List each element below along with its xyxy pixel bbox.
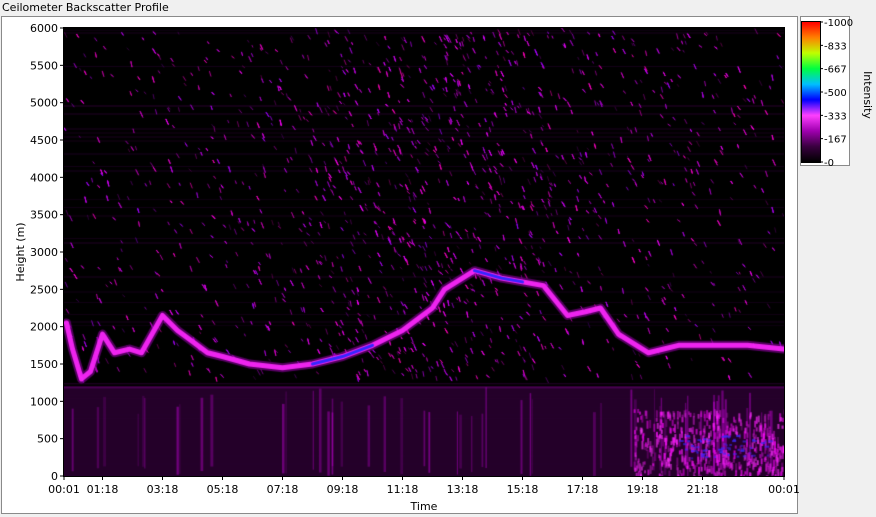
x-tick-label: 21:18 bbox=[687, 483, 719, 496]
colorbar-title: Intensity bbox=[861, 71, 874, 119]
y-tick-label: 1500 bbox=[30, 358, 58, 371]
x-tick-label: 11:18 bbox=[387, 483, 419, 496]
plot-border bbox=[63, 27, 785, 477]
colorbar-tick-label: -0 bbox=[824, 158, 834, 169]
x-tick-label: 19:18 bbox=[627, 483, 659, 496]
colorbar-tick-label: -833 bbox=[824, 41, 847, 52]
y-tick-label: 0 bbox=[51, 470, 58, 483]
colorbar-border bbox=[801, 21, 821, 163]
y-tick-label: 5000 bbox=[30, 97, 58, 110]
colorbar-tick-label: -500 bbox=[824, 88, 847, 99]
colorbar-tick-label: -167 bbox=[824, 135, 847, 146]
x-tick-label: 13:18 bbox=[447, 483, 479, 496]
x-tick-label: 00:01 bbox=[48, 483, 80, 496]
y-tick-label: 4000 bbox=[30, 171, 58, 184]
y-tick-label: 3500 bbox=[30, 209, 58, 222]
x-tick-label: 17:18 bbox=[567, 483, 599, 496]
y-tick-label: 4500 bbox=[30, 134, 58, 147]
y-tick-label: 3000 bbox=[30, 246, 58, 259]
x-tick-label: 15:18 bbox=[507, 483, 539, 496]
x-tick-label: 00:01 bbox=[768, 483, 800, 496]
x-tick-label: 09:18 bbox=[327, 483, 359, 496]
x-tick-label: 03:18 bbox=[147, 483, 179, 496]
y-tick-label: 2500 bbox=[30, 283, 58, 296]
y-tick-label: 2000 bbox=[30, 321, 58, 334]
window-title: Ceilometer Backscatter Profile bbox=[2, 1, 169, 14]
colorbar-tick-label: -333 bbox=[824, 111, 847, 122]
y-tick-label: 500 bbox=[37, 433, 58, 446]
x-tick-label: 01:18 bbox=[87, 483, 119, 496]
y-axis-title: Height (m) bbox=[14, 222, 27, 281]
x-axis-title: Time bbox=[410, 500, 438, 513]
colorbar-gradient bbox=[802, 22, 820, 162]
x-tick-label: 07:18 bbox=[267, 483, 299, 496]
x-tick-label: 05:18 bbox=[207, 483, 239, 496]
backscatter-heatmap[interactable] bbox=[64, 28, 784, 476]
colorbar-tick-label: -1000 bbox=[824, 18, 853, 29]
colorbar-tick-label: -667 bbox=[824, 65, 847, 76]
y-tick-label: 6000 bbox=[30, 22, 58, 35]
y-tick-label: 5500 bbox=[30, 59, 58, 72]
y-tick-label: 1000 bbox=[30, 395, 58, 408]
